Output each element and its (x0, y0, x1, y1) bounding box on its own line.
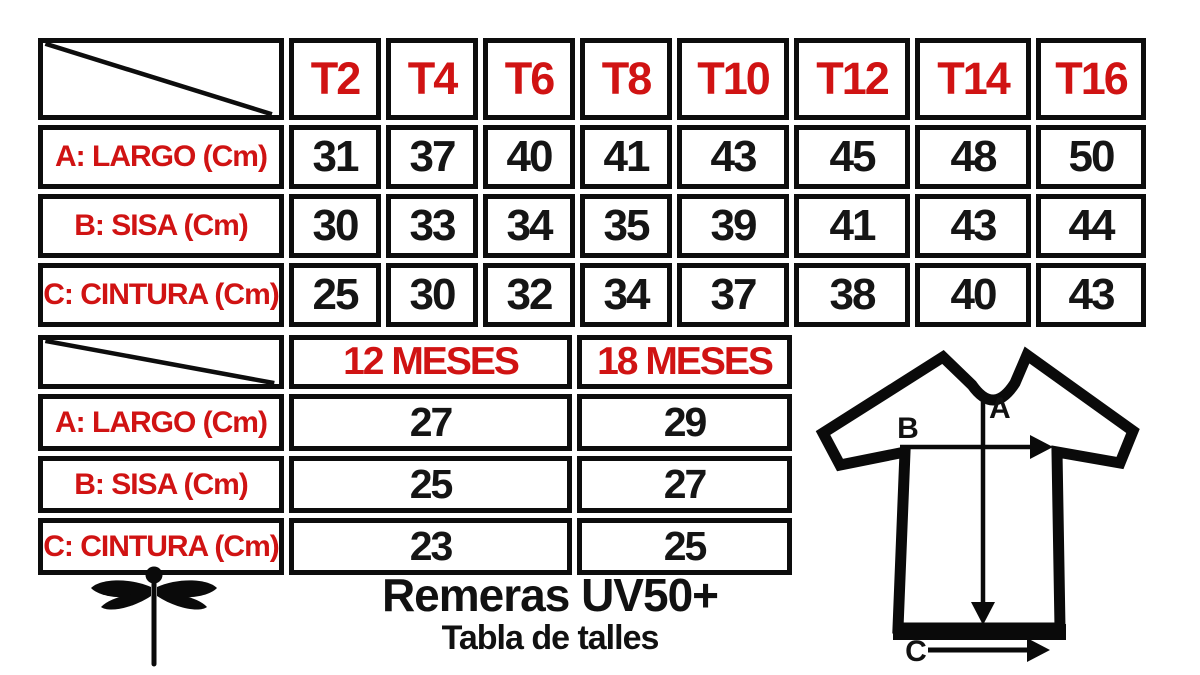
measure-value-cell: 37 (386, 125, 478, 189)
column-header: T6 (483, 38, 575, 120)
row-label: B: SISA (Cm) (38, 194, 284, 258)
table-row: B: SISA (Cm) 25 27 (38, 456, 792, 513)
column-header: T2 (289, 38, 381, 120)
sizes-table-main: T2 T4 T6 T8 T10 T12 T14 T16 A: LARGO (Cm) 31 37 40… (33, 33, 1151, 332)
column-header: T10 (677, 38, 789, 120)
measure-value-cell: 43 (1036, 263, 1146, 327)
column-header: T4 (386, 38, 478, 120)
measure-value-cell: 41 (794, 194, 910, 258)
measure-value-cell: 38 (794, 263, 910, 327)
table-row: A: LARGO (Cm) 27 29 (38, 394, 792, 451)
measure-value-cell: 43 (915, 194, 1031, 258)
measure-value-cell: 25 (289, 456, 572, 513)
table-row: C: CINTURA (Cm) 23 25 (38, 518, 792, 575)
measure-value-cell: 25 (289, 263, 381, 327)
row-label: B: SISA (Cm) (38, 456, 284, 513)
table-row: B: SISA (Cm) 30 33 34 35 39 41 43 44 (38, 194, 1146, 258)
measure-value-cell: 35 (580, 194, 672, 258)
page-title: Remeras UV50+ (381, 569, 719, 621)
column-header: 12 MESES (289, 335, 572, 389)
column-header: T14 (915, 38, 1031, 120)
table-row: A: LARGO (Cm) 31 37 40 41 43 45 48 50 (38, 125, 1146, 189)
measure-c-label: C (905, 635, 927, 667)
measure-value-cell: 23 (289, 518, 572, 575)
dragonfly-logo-icon (91, 566, 217, 667)
measure-value-cell: 45 (794, 125, 910, 189)
measure-b-arrowhead-icon (1030, 435, 1053, 459)
column-header: T12 (794, 38, 910, 120)
measure-value-cell: 29 (577, 394, 792, 451)
measure-value-cell: 34 (483, 194, 575, 258)
measure-value-cell: 27 (577, 456, 792, 513)
diagonal-line (43, 340, 279, 384)
measure-a-label: A (989, 392, 1011, 425)
measure-value-cell: 40 (915, 263, 1031, 327)
table-row: C: CINTURA (Cm) 25 30 32 34 37 38 40 43 (38, 263, 1146, 327)
column-header: T8 (580, 38, 672, 120)
measure-value-cell: 31 (289, 125, 381, 189)
column-header: T16 (1036, 38, 1146, 120)
column-header: 18 MESES (577, 335, 792, 389)
measure-value-cell: 48 (915, 125, 1031, 189)
measure-value-cell: 30 (386, 263, 478, 327)
row-label: A: LARGO (Cm) (38, 394, 284, 451)
diagonal-line (43, 43, 279, 115)
row-label: A: LARGO (Cm) (38, 125, 284, 189)
measure-value-cell: 32 (483, 263, 575, 327)
page-subtitle: Tabla de talles (441, 619, 660, 657)
measure-value-cell: 41 (580, 125, 672, 189)
sizes-table-baby: 12 MESES 18 MESES A: LARGO (Cm) 27 29 B: SIS… (33, 330, 797, 580)
baby-header-row: 12 MESES 18 MESES (38, 335, 792, 389)
measure-value-cell: 34 (580, 263, 672, 327)
diagonal-header-cell (38, 38, 284, 120)
measure-value-cell: 44 (1036, 194, 1146, 258)
row-label: C: CINTURA (Cm) (38, 263, 284, 327)
measure-value-cell: 37 (677, 263, 789, 327)
measure-b-label: B (897, 412, 919, 445)
tshirt-outline (815, 346, 1140, 634)
measure-a-arrowhead-icon (971, 602, 995, 625)
measure-value-cell: 30 (289, 194, 381, 258)
footer: Remeras UV50+ Tabla de talles (320, 572, 780, 657)
measure-value-cell: 50 (1036, 125, 1146, 189)
measure-value-cell: 33 (386, 194, 478, 258)
tshirt-measurement-diagram: A B C (815, 346, 1140, 667)
measure-value-cell: 43 (677, 125, 789, 189)
measure-value-cell: 39 (677, 194, 789, 258)
measure-value-cell: 25 (577, 518, 792, 575)
main-header-row: T2 T4 T6 T8 T10 T12 T14 T16 (38, 38, 1146, 120)
measure-value-cell: 40 (483, 125, 575, 189)
row-label: C: CINTURA (Cm) (38, 518, 284, 575)
measure-value-cell: 27 (289, 394, 572, 451)
measure-c-arrowhead-icon (1027, 638, 1050, 662)
diagonal-header-cell (38, 335, 284, 389)
